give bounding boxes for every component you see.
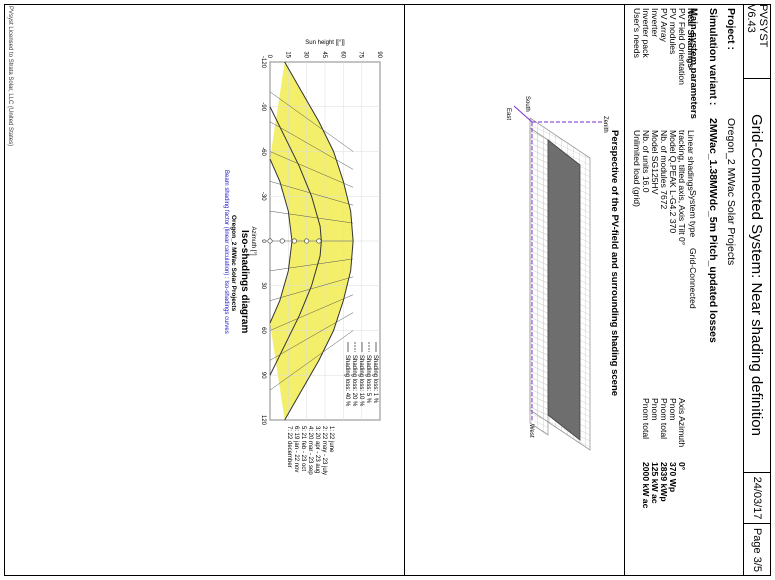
y-axis-label: Sun height [[°]] (305, 40, 345, 46)
hour-line (269, 258, 354, 272)
y-tick-label: 0 (266, 55, 272, 59)
y-tick-label: 15 (284, 51, 290, 58)
hour-line (269, 276, 354, 301)
y-tick-label: 30 (303, 51, 309, 58)
east-axis-line (513, 105, 533, 123)
south-axis-label: South (524, 96, 530, 112)
legend-entry: Shading loss: 1 % (372, 355, 378, 404)
date-legend-entry: 7: 22 december (286, 426, 292, 468)
shading-loss-marker (304, 238, 310, 244)
pv-field-surface (547, 139, 581, 441)
legend-entry: Shading loss: 20 % (351, 355, 357, 407)
hour-line (269, 210, 354, 224)
ground-grid-front (529, 127, 549, 436)
x-tick-label: 30 (260, 282, 266, 289)
date-legend-entry: 3: 20 apr - 23 aug (314, 426, 320, 473)
date-legend-entry: 5: 21 feb - 23 oct (300, 426, 306, 471)
x-tick-label: -60 (260, 147, 266, 156)
y-tick-label: 90 (376, 51, 382, 58)
x-tick-label: 120 (260, 415, 266, 426)
x-tick-label: 90 (260, 372, 266, 379)
y-tick-label: 60 (339, 51, 345, 58)
legend-entry: Shading loss: 40 % (344, 355, 350, 407)
legend-entry: Shading loss: 10 % (358, 355, 364, 407)
hour-line (269, 312, 354, 361)
pv-field-perspective: East Zenith West South (505, 96, 608, 451)
x-tick-label: -120 (260, 56, 266, 69)
east-axis-label: East (505, 108, 511, 120)
hour-line (269, 330, 354, 391)
hour-line (269, 181, 354, 206)
shading-loss-marker (267, 238, 273, 244)
x-tick-label: -30 (260, 192, 266, 201)
y-tick-label: 75 (358, 51, 364, 58)
shading-loss-marker (291, 238, 297, 244)
x-axis-label: Azimuth [°] (250, 226, 256, 255)
date-legend-entry: 4: 20 mar - 23 sep (307, 426, 313, 475)
zenith-axis-label: Zenith (602, 116, 608, 133)
west-axis-label: West (528, 424, 534, 438)
hour-line (269, 121, 354, 170)
y-tick-label: 45 (321, 51, 327, 58)
shading-loss-marker (279, 238, 285, 244)
date-legend-entry: 2: 22 may - 23 july (321, 426, 327, 475)
hour-line (269, 151, 354, 188)
hour-line (269, 294, 354, 331)
x-tick-label: -90 (260, 102, 266, 111)
date-legend-entry: 1: 22 june (328, 426, 334, 453)
shading-loss-marker (316, 238, 322, 244)
license-footer: PVsyst Licensed to Strata Solar, LLC (Un… (7, 6, 13, 147)
legend-entry: Shading loss: 5 % (365, 355, 371, 404)
hour-line (269, 91, 354, 152)
x-tick-label: 0 (260, 239, 266, 243)
date-legend-entry: 6: 19 jan - 22 nov (293, 426, 299, 472)
x-tick-label: 60 (260, 327, 266, 334)
